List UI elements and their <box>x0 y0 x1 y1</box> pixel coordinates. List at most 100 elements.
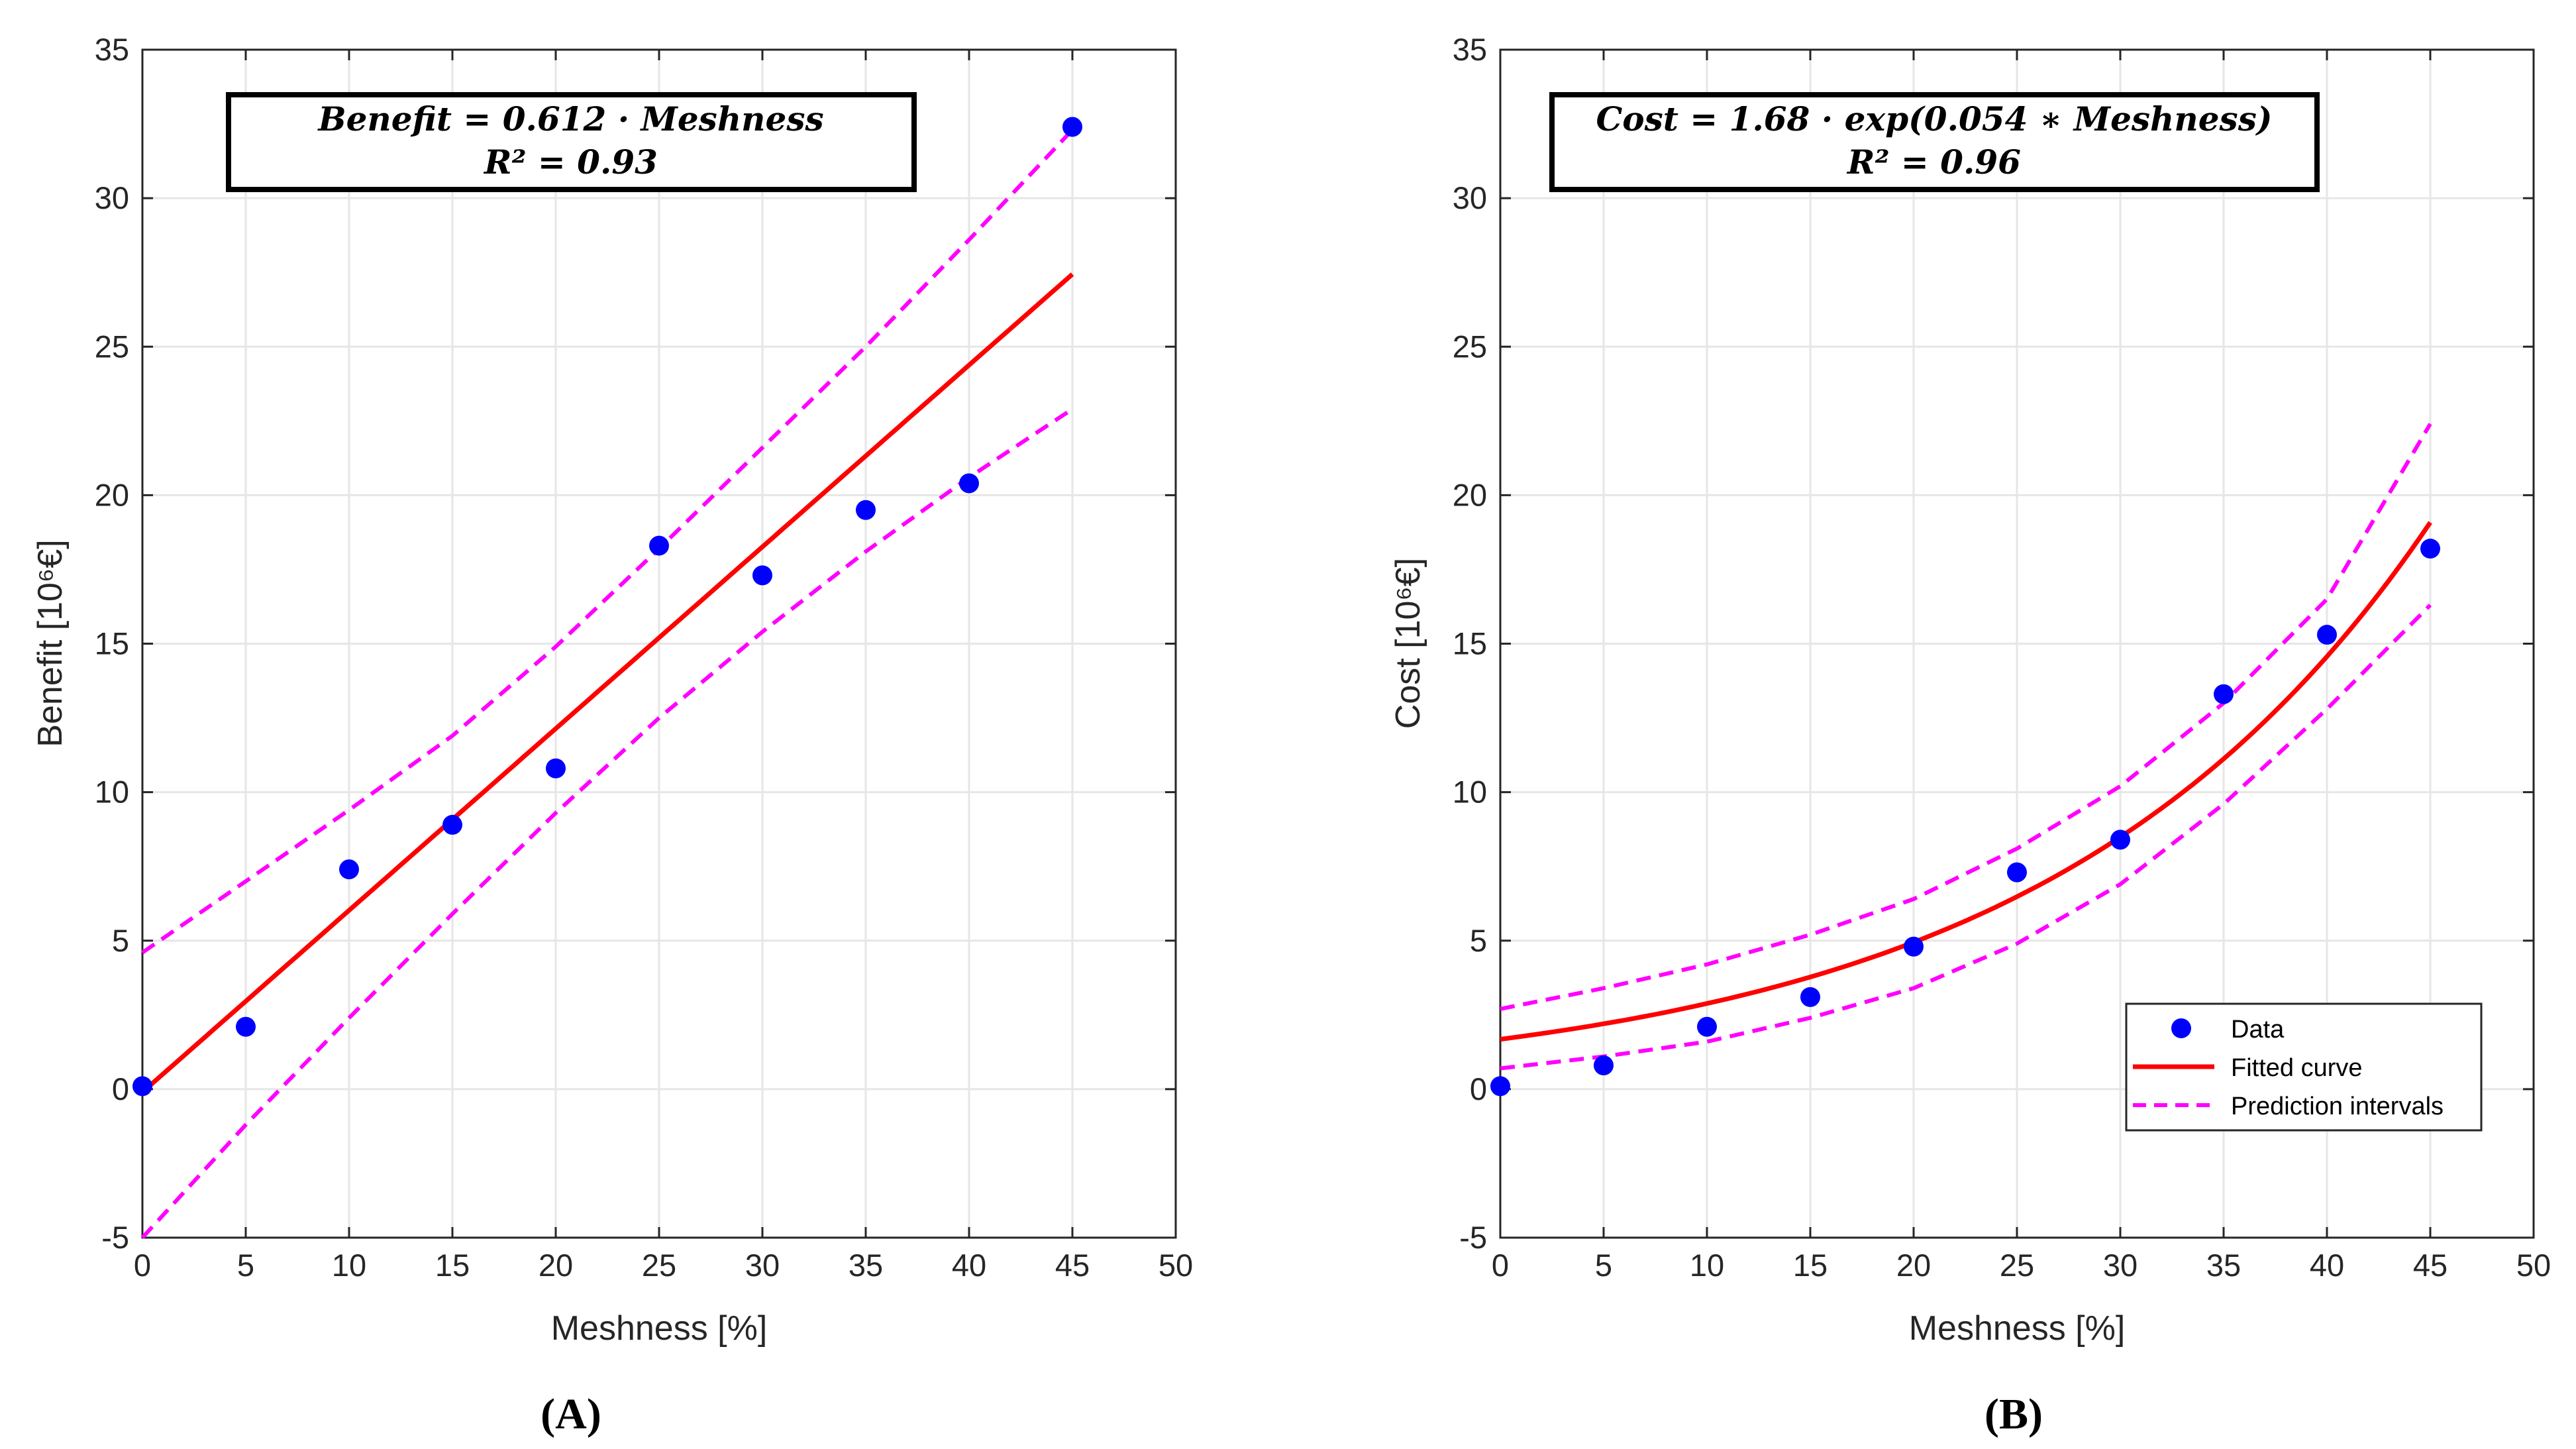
panel-b-prediction-lower <box>1500 604 2432 1071</box>
panel-a-r-squared: R² = 0.93 <box>483 142 658 182</box>
panel-a-x-tick-labels: 0 5 10 15 20 25 30 35 40 45 50 <box>134 1248 1193 1283</box>
panel-b-y-tick-label: 5 <box>1470 923 1487 958</box>
panel-a-caption: (A) <box>541 1390 601 1438</box>
panel-a-y-tick-labels: -5 0 5 10 15 20 25 30 35 <box>95 32 129 1255</box>
panel-b-x-tick-label: 30 <box>2103 1248 2138 1283</box>
panel-b-prediction-intervals <box>1500 423 2432 1071</box>
panel-a-prediction-intervals <box>140 128 1074 1240</box>
panel-a-x-tick-label: 50 <box>1159 1248 1193 1283</box>
panel-a-y-tick-label: 25 <box>95 329 129 364</box>
panel-a-x-tick-label: 40 <box>952 1248 986 1283</box>
panel-b-x-tick-label: 20 <box>1896 1248 1931 1283</box>
panel-b-y-tick-label: 0 <box>1470 1071 1487 1106</box>
panel-a-data-point <box>442 814 462 835</box>
panel-a-grid <box>142 50 1176 1238</box>
panel-b-y-tick-labels: -5 0 5 10 15 20 25 30 35 <box>1453 32 1487 1255</box>
panel-b-equation-box: Cost = 1.68 · exp(0.054 ∗ Meshness) R² =… <box>1549 92 2320 192</box>
panel-a-x-tick-label: 0 <box>134 1248 151 1283</box>
panel-b-x-tick-label: 45 <box>2413 1248 2447 1283</box>
panel-a-prediction-upper <box>141 128 1074 955</box>
panel-a-tick-marks <box>141 48 1177 1239</box>
panel-b-data-point <box>1490 1076 1510 1097</box>
panel-a-caption-letter: A <box>555 1390 587 1438</box>
panel-b-data-point <box>2420 539 2440 559</box>
panel-b-x-tick-label: 10 <box>1690 1248 1724 1283</box>
panel-b-fitted-curve-line <box>1500 521 2432 1042</box>
panel-b-data-point <box>2214 684 2234 704</box>
panel-a-x-tick-label: 30 <box>745 1248 780 1283</box>
panel-a-data-point <box>752 565 772 586</box>
legend-fit-label: Fitted curve <box>2231 1054 2363 1082</box>
panel-b-data-point <box>2007 862 2027 883</box>
panel-b-fitted-curve <box>1500 521 2432 1042</box>
panel-b-x-tick-label: 0 <box>1492 1248 1509 1283</box>
panel-b-data-point <box>1904 936 1924 957</box>
panel-b-data-points <box>1490 539 2440 1097</box>
panel-a-y-tick-label: 15 <box>95 626 129 661</box>
panel-a-equation-box: Benefit = 0.612 · Meshness R² = 0.93 <box>226 92 917 192</box>
panel-b-x-tick-labels: 0 5 10 15 20 25 30 35 40 45 50 <box>1492 1248 2551 1283</box>
panel-b-x-tick-label: 35 <box>2206 1248 2241 1283</box>
panel-a-x-tick-label: 15 <box>435 1248 470 1283</box>
panel-b-x-tick-label: 15 <box>1793 1248 1828 1283</box>
panel-b-data-point <box>2110 830 2130 850</box>
panel-b-caption-letter: B <box>1999 1390 2028 1438</box>
panel-a-x-tick-label: 25 <box>642 1248 676 1283</box>
panel-b-x-tick-label: 5 <box>1595 1248 1612 1283</box>
panel-b-caption: (B) <box>1984 1390 2043 1438</box>
panel-a-equation: Benefit = 0.612 · Meshness <box>317 99 823 138</box>
panel-a-data-point <box>959 473 979 494</box>
legend-prediction-label: Prediction intervals <box>2231 1093 2444 1120</box>
panel-a-data-point <box>1062 117 1082 137</box>
panel-a-x-tick-label: 35 <box>849 1248 883 1283</box>
panel-a-data-point <box>649 535 669 556</box>
panel-b-prediction-upper <box>1500 423 2432 1011</box>
panel-b-y-tick-label: 35 <box>1453 32 1487 67</box>
panel-b-equation: Cost = 1.68 · exp(0.054 ∗ Meshness) <box>1596 99 2272 138</box>
panel-a-y-tick-label: 10 <box>95 775 129 810</box>
panel-b-data-point <box>1594 1055 1614 1076</box>
legend-data-label: Data <box>2231 1016 2285 1044</box>
panel-b-y-tick-label: 15 <box>1453 626 1487 661</box>
panel-a-y-tick-label: 30 <box>95 180 129 215</box>
panel-b-y-axis-label: Cost [10⁶€] <box>1389 558 1427 729</box>
legend-data-marker <box>2171 1018 2191 1038</box>
panel-a-y-tick-label: 5 <box>112 923 129 958</box>
panel-a-fitted-curve <box>140 272 1074 1095</box>
panel-a-x-tick-label: 10 <box>332 1248 366 1283</box>
panel-b-y-tick-label: 30 <box>1453 180 1487 215</box>
panel-a-data-points <box>132 117 1082 1097</box>
panel-a-x-axis-label: Meshness [%] <box>551 1309 768 1348</box>
panel-b-data-point <box>1800 987 1820 1007</box>
panel-b-x-axis-label: Meshness [%] <box>1909 1309 2126 1348</box>
panel-b-y-tick-label: -5 <box>1459 1220 1487 1255</box>
panel-a-y-tick-label: 0 <box>112 1071 129 1106</box>
panel-a-y-tick-label: 20 <box>95 477 129 512</box>
panel-a-fitted-curve-line <box>140 272 1074 1095</box>
panel-a-x-tick-label: 5 <box>237 1248 254 1283</box>
panel-b-legend: Data Fitted curve Prediction intervals <box>2125 1002 2483 1132</box>
panel-a-data-point <box>546 758 566 778</box>
panel-b-tick-marks <box>1499 48 2535 1239</box>
panel-a-x-tick-label: 20 <box>539 1248 573 1283</box>
panel-b-y-tick-label: 10 <box>1453 775 1487 810</box>
panel-a-data-point <box>132 1076 152 1097</box>
panel-b-data-point <box>2317 625 2337 645</box>
panel-b-equation-frame <box>1549 92 2320 192</box>
panel-a-prediction-lower <box>140 407 1074 1240</box>
panel-a-equation-frame <box>226 92 917 192</box>
panel-a-y-axis-label: Benefit [10⁶€] <box>31 539 70 747</box>
panel-b-y-tick-label: 20 <box>1453 477 1487 512</box>
panel-a-y-tick-label: -5 <box>101 1220 129 1255</box>
panel-b-x-tick-label: 25 <box>2000 1248 2034 1283</box>
panel-a-data-point <box>236 1016 256 1037</box>
panel-b-y-tick-label: 25 <box>1453 329 1487 364</box>
panel-b-x-tick-label: 40 <box>2310 1248 2344 1283</box>
panel-a-data-point <box>339 859 359 880</box>
panel-a-x-tick-label: 45 <box>1055 1248 1090 1283</box>
panel-b-x-tick-label: 50 <box>2516 1248 2551 1283</box>
panel-a-data-point <box>856 500 876 520</box>
